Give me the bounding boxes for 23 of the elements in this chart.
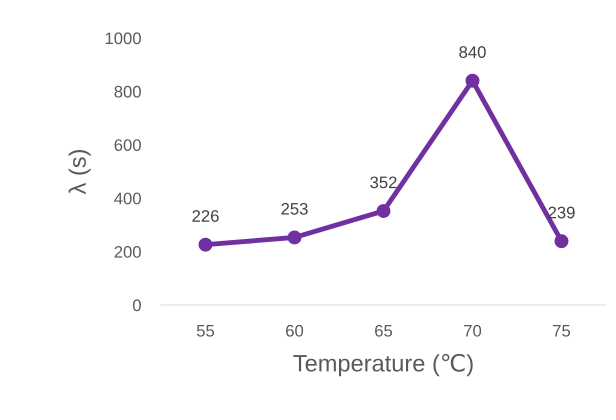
y-tick-label: 1000: [106, 32, 141, 44]
point: [466, 74, 480, 88]
point: [376, 204, 390, 218]
x-tick-label: 55: [196, 325, 214, 337]
point: [198, 238, 212, 252]
x-tick-label: 60: [286, 324, 304, 337]
point: [554, 234, 568, 248]
data-label: 239: [548, 206, 575, 218]
y-tick-label: 600: [114, 139, 141, 152]
data-label: 840: [459, 46, 486, 58]
data-label: 352: [370, 176, 397, 188]
x-axis-title: Temperature (℃): [293, 354, 473, 376]
data-label: 253: [281, 202, 308, 215]
x-tick-label: 65: [375, 324, 392, 337]
y-tick-label: 0: [132, 299, 141, 312]
data-label: 226: [192, 210, 219, 222]
x-tick-label: 70: [464, 324, 482, 337]
x-tick-label: 75: [553, 325, 570, 337]
point: [288, 230, 302, 244]
y-tick-label: 800: [114, 86, 141, 98]
y-axis-title: λ (s): [68, 150, 91, 194]
y-tick-label: 200: [114, 246, 141, 258]
y-tick-label: 400: [114, 192, 141, 204]
